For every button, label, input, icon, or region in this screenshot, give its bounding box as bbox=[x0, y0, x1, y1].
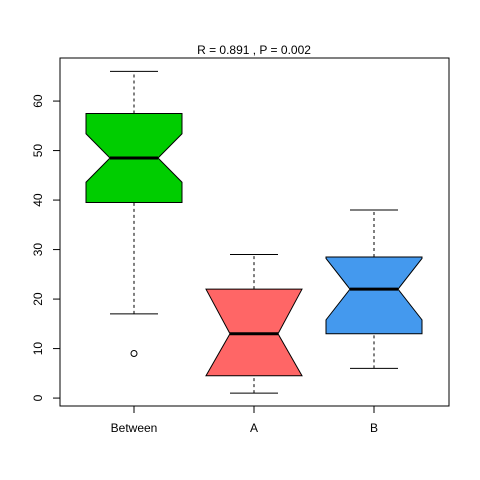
x-tick-label: Between bbox=[111, 421, 158, 435]
outlier bbox=[130, 350, 138, 358]
y-tick-label: 0 bbox=[31, 394, 45, 401]
y-tick-label: 20 bbox=[31, 292, 45, 306]
y-tick-label: 40 bbox=[31, 193, 45, 207]
y-tick-label: 60 bbox=[31, 94, 45, 108]
box bbox=[325, 256, 423, 335]
x-tick-label: A bbox=[250, 421, 258, 435]
y-tick-label: 10 bbox=[31, 342, 45, 356]
y-tick-label: 50 bbox=[31, 144, 45, 158]
chart-title: R = 0.891 , P = 0.002 bbox=[197, 43, 311, 57]
y-tick-label: 30 bbox=[31, 243, 45, 257]
x-tick-label: B bbox=[370, 421, 378, 435]
